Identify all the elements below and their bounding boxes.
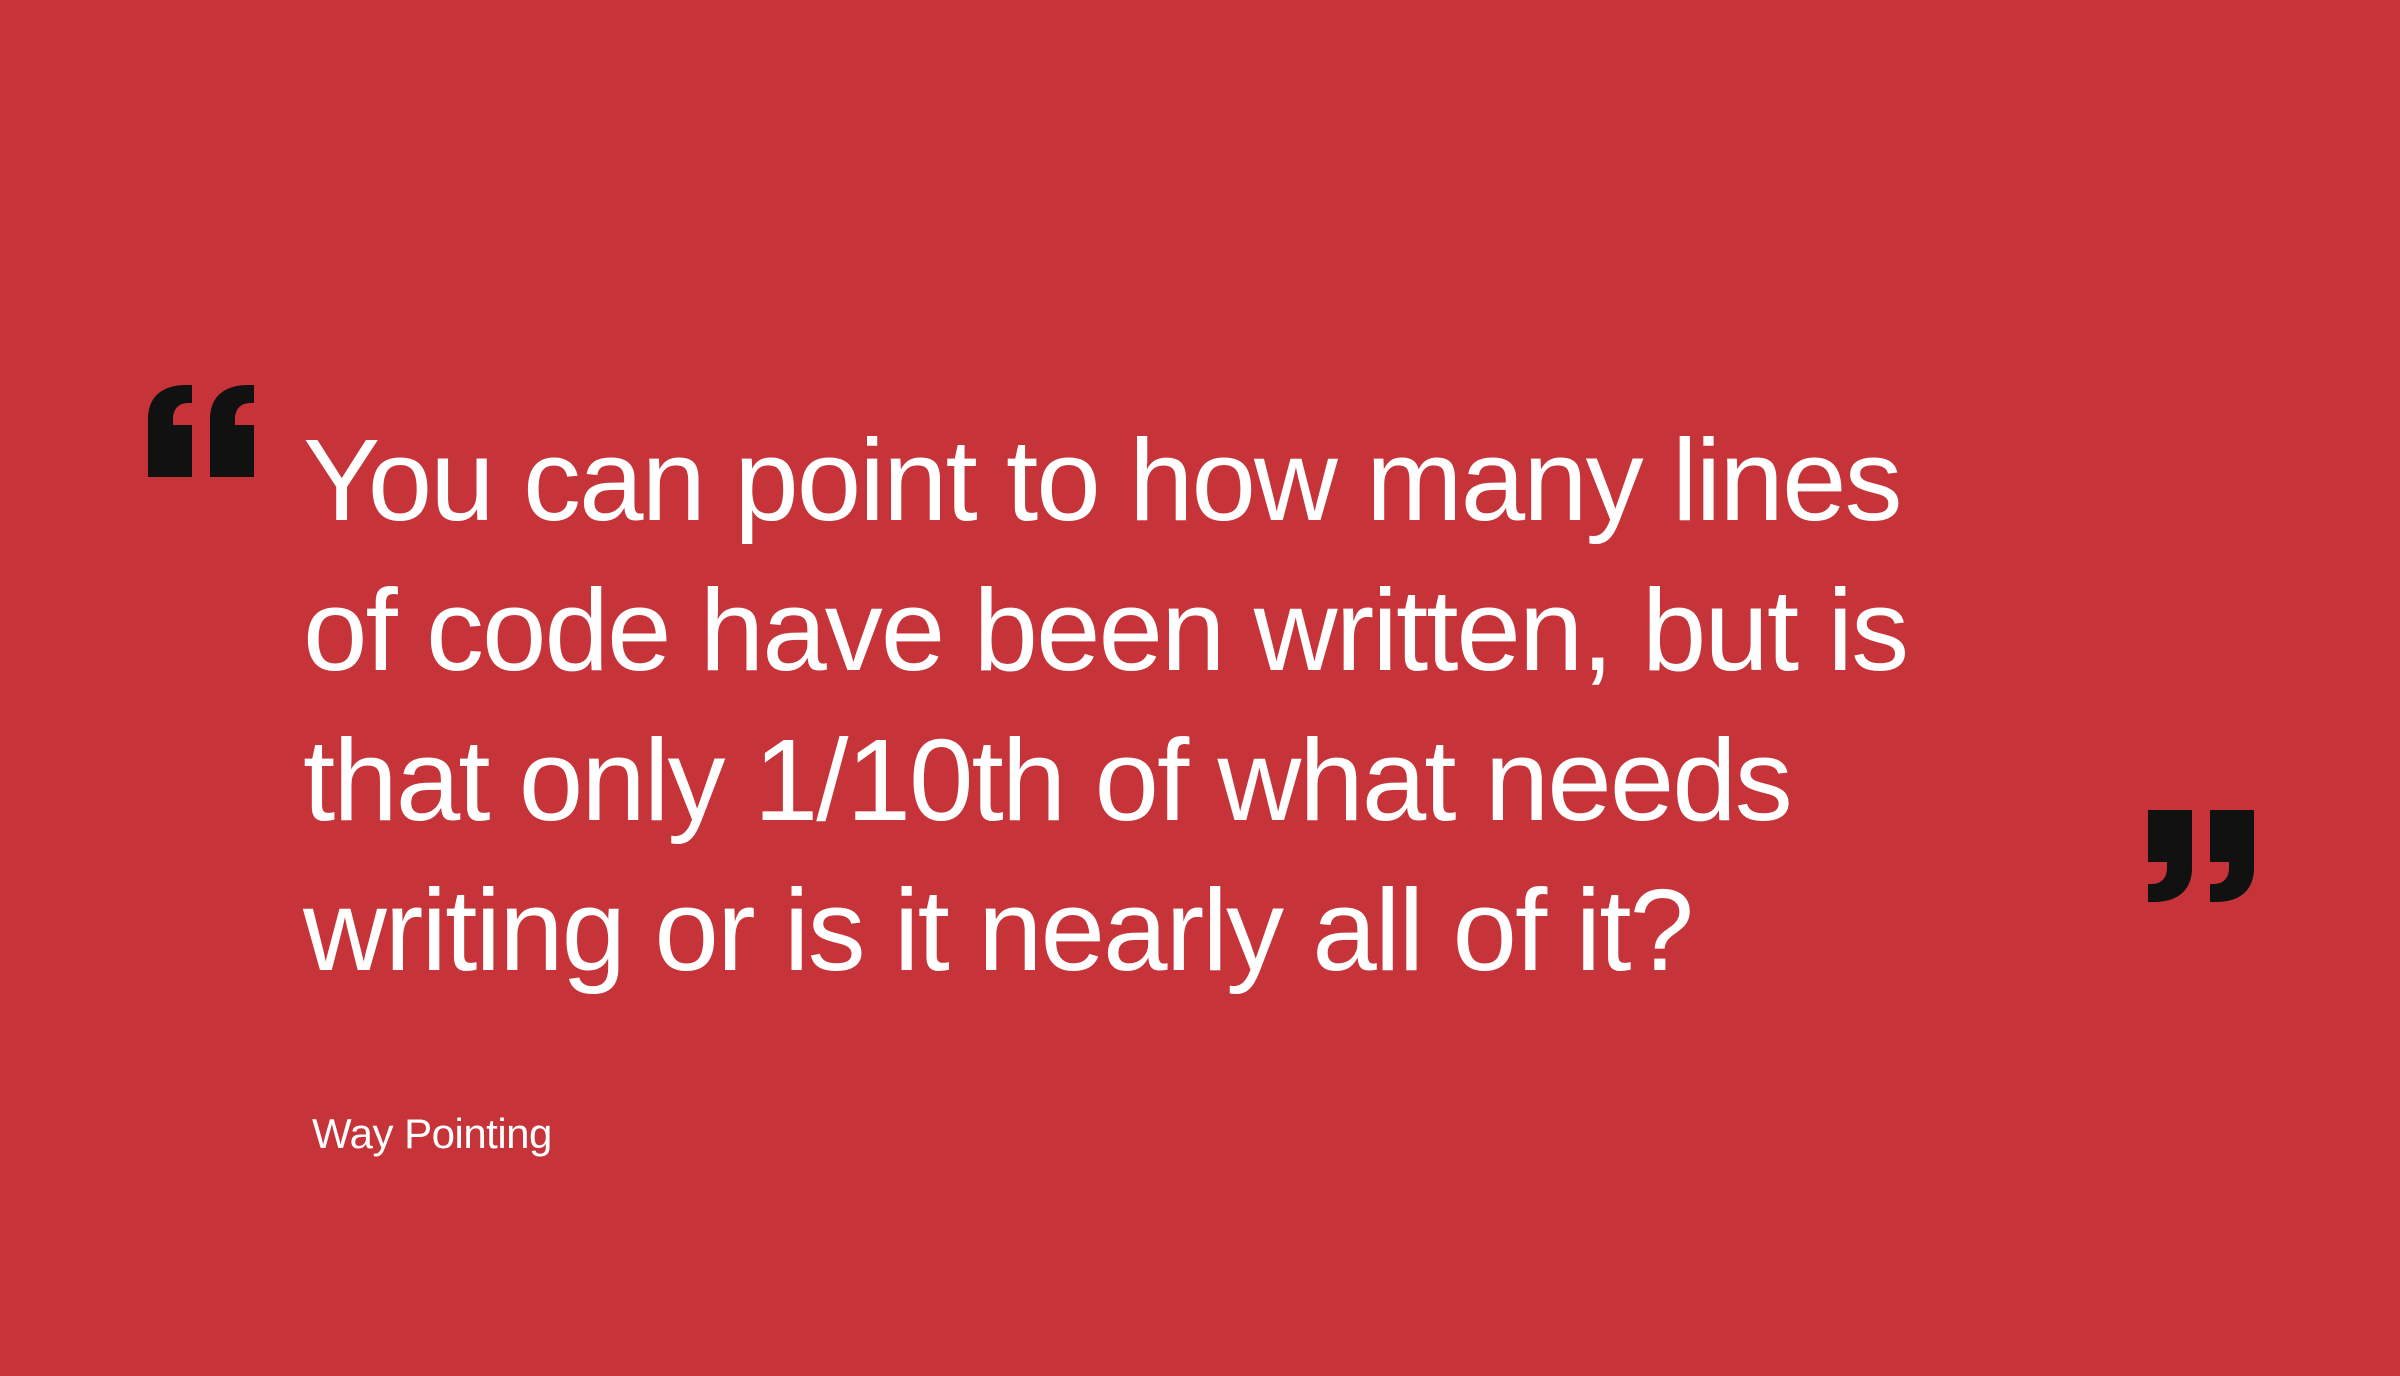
quote-text: You can point to how many lines of code … [303,405,2063,1005]
quote-line-3: that only 1/10th of what needs [303,715,1793,845]
quote-line-4: writing or is it nearly all of it? [303,865,1694,995]
quote-line-2: of code have been written, but is [303,565,1909,695]
quote-author: Way Pointing [312,1110,552,1157]
closing-quote-icon [2148,810,2254,902]
opening-quote-icon [148,385,254,477]
quote-line-1: You can point to how many lines [303,415,1902,545]
